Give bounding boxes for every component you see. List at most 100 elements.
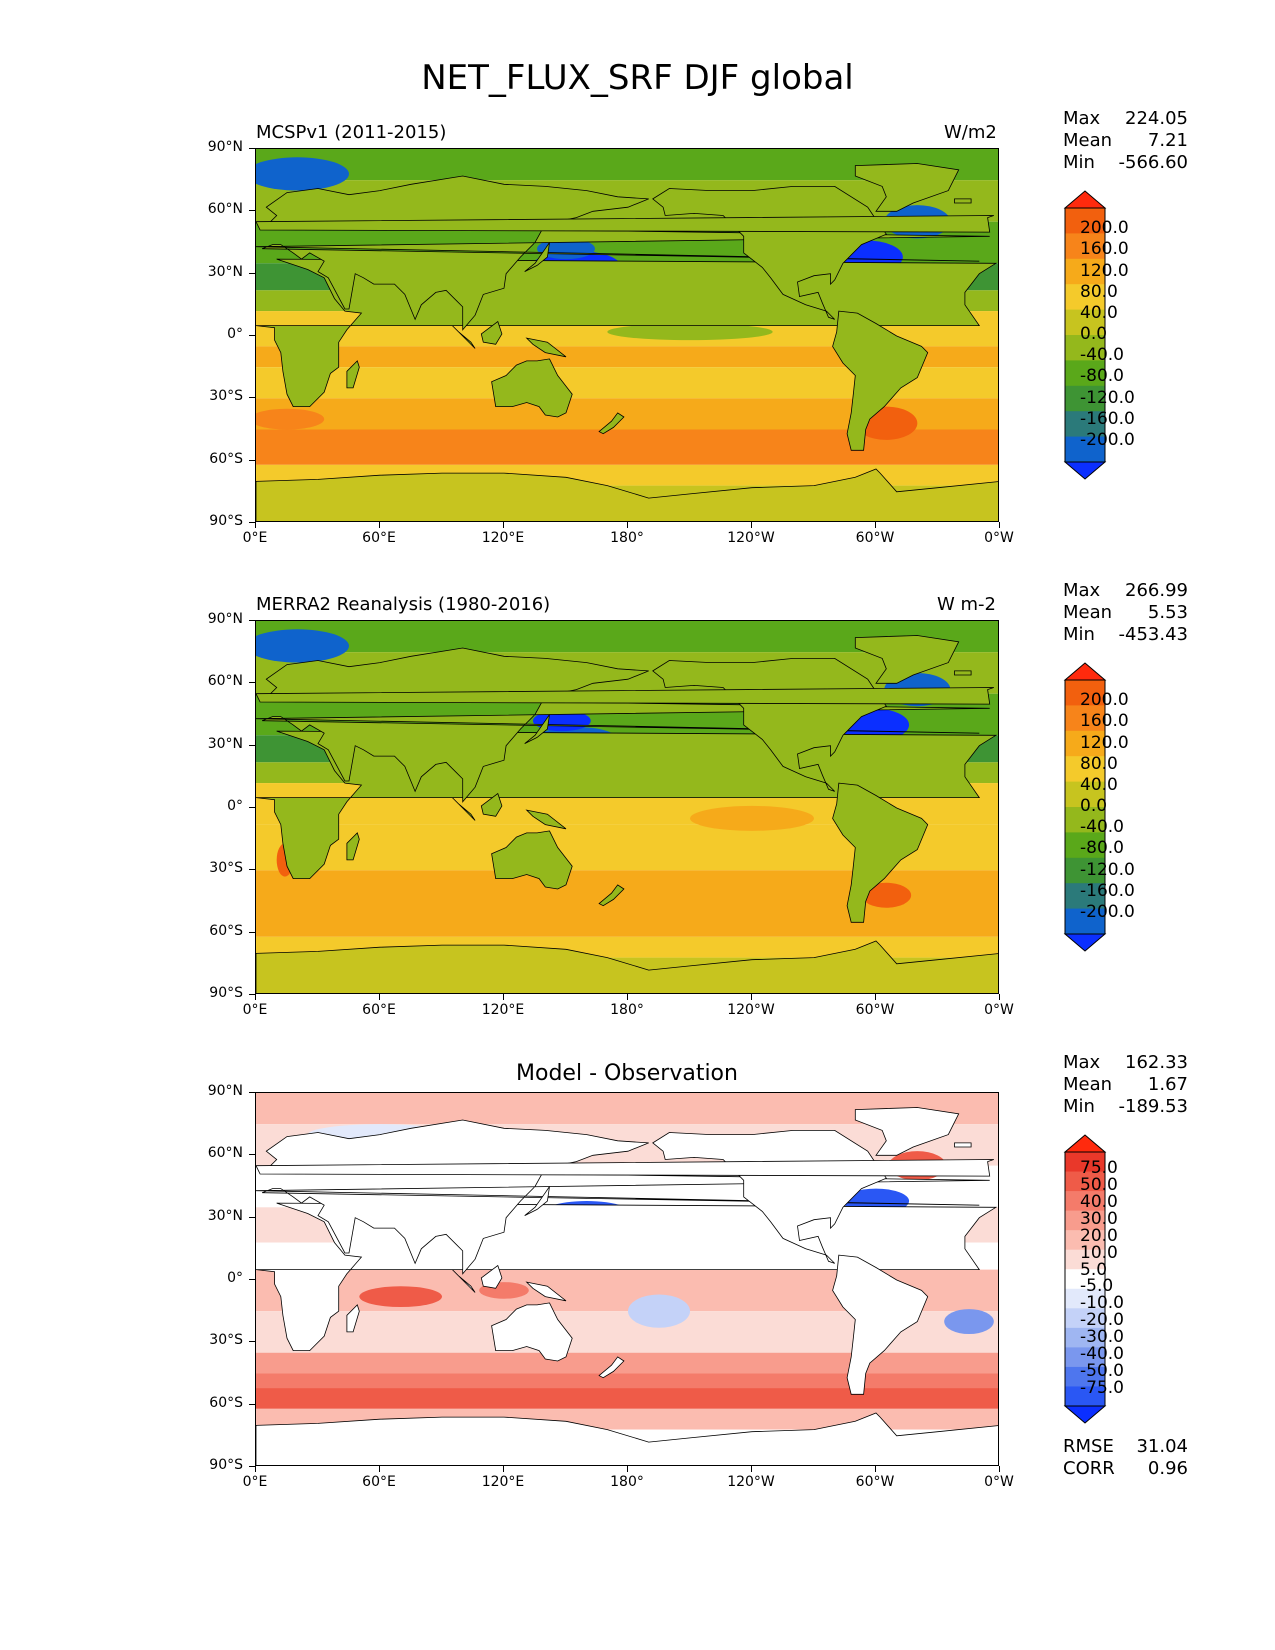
colorbar-tick-label: -20.0 (1080, 1310, 1124, 1331)
y-tick-label: 30°N (207, 263, 243, 280)
panel-observation: MERRA2 Reanalysis (1980-2016) W m-2 90°N… (0, 580, 1275, 1090)
x-tick-label: 180° (610, 530, 644, 546)
x-tick-mark (751, 994, 752, 1000)
colorbar-tick-label: 160.0 (1080, 239, 1129, 260)
field-band (256, 1352, 998, 1374)
stat-value: -453.43 (1118, 624, 1188, 645)
y-tick-mark (249, 148, 255, 149)
y-tick-mark (249, 1154, 255, 1156)
y-tick-label: 60°S (209, 1394, 243, 1411)
colorbar (1063, 1134, 1107, 1424)
stat-row: Mean 7.21 (1063, 130, 1188, 152)
coastline-sumatra (452, 1269, 476, 1293)
coastline-europe-asia (256, 647, 990, 803)
stat-label: Max (1063, 108, 1101, 129)
field-map (256, 621, 998, 993)
stat-row: Mean 1.67 (1063, 1074, 1188, 1096)
stat-value: 5.53 (1147, 602, 1188, 623)
x-tick-label: 60°E (362, 1474, 396, 1490)
field-band (256, 901, 998, 937)
colorbar-tick-label: 0.0 (1080, 796, 1108, 816)
colorbar-tick-label: -10.0 (1080, 1293, 1124, 1314)
colorbar-tick-label: 80.0 (1080, 281, 1118, 302)
y-tick-label: 60°S (209, 922, 243, 939)
x-tick-mark (751, 522, 752, 528)
y-tick-label: 60°N (207, 673, 243, 690)
y-tick-mark (249, 994, 255, 995)
x-tick-mark (627, 522, 628, 528)
panel-difference: Model - Observation 90°N 60°N 30°N 0° 30°S 60… (0, 1052, 1275, 1562)
coastline-antarctica (256, 940, 998, 993)
x-tick-label: 180° (610, 1474, 644, 1490)
coastline-europe-asia (256, 1119, 990, 1275)
y-tick-label: 30°S (209, 1332, 243, 1349)
colorbar-outline (1064, 207, 1106, 463)
coastline-south-america (832, 782, 929, 923)
coastline-antarctica (256, 468, 998, 521)
colorbar-swatch (1065, 1269, 1105, 1290)
colorbar-tick-label: 40.0 (1080, 774, 1118, 795)
coastline-australia (491, 1302, 573, 1362)
map-plot (255, 620, 999, 994)
y-tick-mark (249, 1466, 255, 1467)
y-tick-mark (249, 1279, 255, 1280)
stat-label: Mean (1063, 130, 1113, 151)
x-tick-label: 0°W (984, 1474, 1014, 1490)
y-tick-label: 30°S (209, 860, 243, 877)
colorbar-tick-label: -120.0 (1080, 859, 1135, 880)
panel-title-center: Model - Observation (516, 1061, 738, 1086)
colorbar-swatch (1065, 258, 1105, 285)
y-tick-label: 90°N (207, 1083, 243, 1099)
colorbar-tick-label: 10.0 (1080, 1242, 1118, 1263)
coastline-greenland (854, 1107, 960, 1156)
colorbar-tick-label: -80.0 (1080, 838, 1124, 859)
metric-label: CORR (1063, 1458, 1115, 1479)
y-tick-mark (249, 397, 255, 399)
coastline-new-zealand (598, 1356, 625, 1379)
stat-label: Mean (1063, 602, 1113, 623)
y-tick-label: 60°S (209, 450, 243, 467)
colorbar-tick-label: 50.0 (1080, 1174, 1118, 1195)
coastline-britain (256, 687, 994, 705)
colorbar-swatch (1065, 1366, 1105, 1387)
coastline-iceland (954, 1142, 972, 1148)
y-tick-mark (249, 1341, 255, 1343)
colorbar-swatch (1065, 908, 1105, 935)
stat-row: Min -453.43 (1063, 624, 1188, 646)
stat-row: Mean 5.53 (1063, 602, 1188, 624)
field-stats: Max 266.99 Mean 5.53 Min -453.43 (1063, 580, 1188, 646)
field-feature (256, 408, 325, 430)
colorbar-swatch (1065, 1152, 1105, 1173)
coastline-south-america (832, 310, 929, 451)
stat-row: Max 224.05 (1063, 108, 1188, 130)
x-tick-mark (627, 994, 628, 1000)
colorbar-swatch (1065, 436, 1105, 463)
y-tick-label: 90°S (209, 1457, 243, 1473)
y-tick-label: 90°N (207, 611, 243, 627)
coastline-greenland (854, 635, 960, 684)
colorbar-swatch (1065, 1191, 1105, 1212)
coastline-new-zealand (598, 412, 625, 435)
stat-value: 7.21 (1147, 130, 1188, 151)
y-tick-label: 90°S (209, 513, 243, 529)
colorbar-tick-label: -75.0 (1080, 1378, 1124, 1399)
y-tick-label: 90°N (207, 139, 243, 155)
y-tick-label: 30°N (207, 1207, 243, 1224)
y-tick-mark (249, 1216, 255, 1218)
colorbar-swatch (1065, 411, 1105, 438)
colorbar-swatch (1065, 1308, 1105, 1329)
colorbar-swatch (1065, 335, 1105, 361)
coastline-new-guinea (525, 809, 567, 830)
colorbar-extend-max (1063, 190, 1107, 209)
x-tick-mark (255, 994, 256, 1000)
coastline-south-america (832, 1254, 929, 1395)
field-feature (861, 882, 912, 908)
stat-value: 162.33 (1125, 1052, 1188, 1073)
x-tick-label: 120°W (727, 1002, 775, 1018)
field-feature (256, 157, 349, 191)
y-tick-label: 0° (227, 798, 243, 814)
y-tick-label: 60°N (207, 1145, 243, 1162)
x-tick-mark (875, 522, 876, 528)
colorbar-swatch (1065, 1386, 1105, 1407)
coastline-antarctica (256, 1412, 998, 1465)
